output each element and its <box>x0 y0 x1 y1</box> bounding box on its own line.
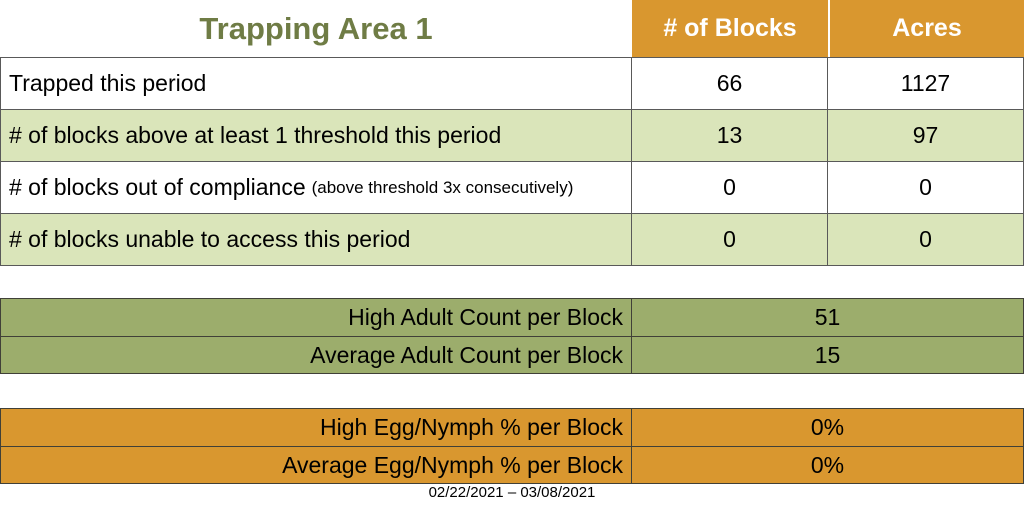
acres-value: 1127 <box>828 58 1024 109</box>
row-value: 0% <box>810 451 845 478</box>
blocks-value: 0 <box>632 162 828 213</box>
page-title: Trapping Area 1 <box>199 10 433 46</box>
row-label: # of blocks out of compliance (above thr… <box>1 162 632 213</box>
table-row: High Adult Count per Block 51 <box>1 299 1023 336</box>
row-value: 51 <box>814 304 841 330</box>
table-row: Average Egg/Nymph % per Block 0% <box>1 446 1023 483</box>
row-label: # of blocks above at least 1 threshold t… <box>1 110 632 161</box>
table-row: # of blocks unable to access this period… <box>1 214 1024 266</box>
row-label: # of blocks unable to access this period <box>1 214 632 265</box>
table-row: # of blocks above at least 1 threshold t… <box>1 110 1024 162</box>
table-row: Trapped this period 66 1127 <box>1 58 1024 110</box>
row-label: High Adult Count per Block <box>1 299 632 336</box>
row-label-text: # of blocks out of compliance <box>9 174 306 200</box>
row-label-text: Trapped this period <box>9 70 207 96</box>
row-label: Trapped this period <box>1 58 632 109</box>
column-header-blocks: # of Blocks <box>632 0 828 57</box>
row-label: High Egg/Nymph % per Block <box>1 409 632 446</box>
acres-value: 0 <box>828 214 1024 265</box>
blocks-value: 0 <box>632 214 828 265</box>
egg-nymph-section: High Egg/Nymph % per Block 0% Average Eg… <box>0 408 1024 484</box>
row-label-text: # of blocks above at least 1 threshold t… <box>9 122 502 148</box>
row-value: 0% <box>810 414 845 440</box>
row-label-note: (above threshold 3x consecutively) <box>311 177 574 197</box>
title-cell: Trapping Area 1 <box>0 0 632 57</box>
column-header-acres: Acres <box>828 0 1024 57</box>
table-row: High Egg/Nymph % per Block 0% <box>1 409 1023 446</box>
header-row: Trapping Area 1 # of Blocks Acres <box>0 0 1024 57</box>
blocks-value: 13 <box>632 110 828 161</box>
main-table: Trapped this period 66 1127 # of blocks … <box>0 57 1024 266</box>
blocks-value: 66 <box>632 58 828 109</box>
date-range: 02/22/2021 – 03/08/2021 <box>428 484 596 501</box>
row-label-text: # of blocks unable to access this period <box>9 226 411 252</box>
row-label: Average Egg/Nymph % per Block <box>1 447 632 483</box>
table-row: # of blocks out of compliance (above thr… <box>1 162 1024 214</box>
acres-value: 0 <box>828 162 1024 213</box>
row-label: Average Adult Count per Block <box>1 337 632 373</box>
table-row: Average Adult Count per Block 15 <box>1 336 1023 373</box>
acres-value: 97 <box>828 110 1024 161</box>
adult-count-section: High Adult Count per Block 51 Average Ad… <box>0 298 1024 374</box>
row-value: 15 <box>814 341 841 368</box>
